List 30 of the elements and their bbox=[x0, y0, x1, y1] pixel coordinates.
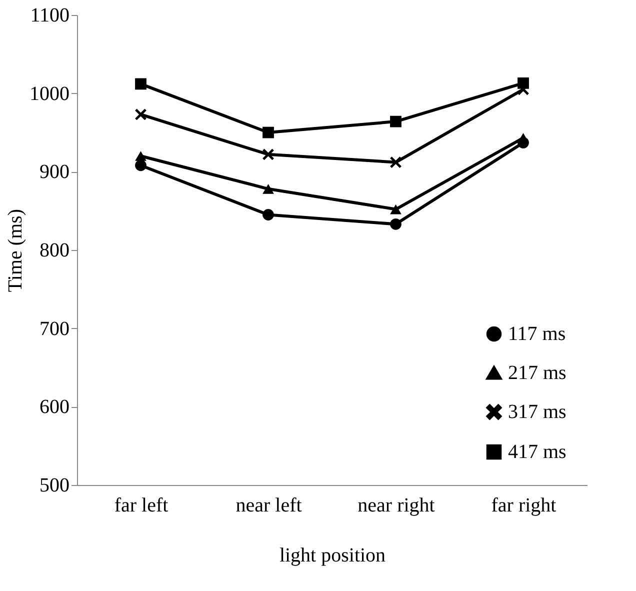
point bbox=[135, 151, 146, 161]
x-tick-label: near right bbox=[358, 494, 436, 516]
y-tick-label: 700 bbox=[40, 318, 70, 340]
point bbox=[390, 218, 402, 230]
point bbox=[262, 126, 274, 138]
y-tick-label: 800 bbox=[40, 240, 70, 262]
point bbox=[518, 77, 529, 89]
x-axis-title: light position bbox=[279, 544, 386, 566]
y-tick-label: 500 bbox=[40, 474, 70, 496]
y-tick-label: 600 bbox=[40, 396, 70, 418]
point bbox=[135, 78, 146, 90]
point bbox=[390, 204, 402, 214]
x-tick-label: far left bbox=[114, 494, 169, 516]
y-tick-label: 1000 bbox=[30, 82, 70, 105]
point bbox=[262, 148, 274, 160]
legend-label: 317 ms bbox=[508, 401, 567, 423]
x-tick-label: near left bbox=[236, 494, 302, 516]
y-axis-title: Time (ms) bbox=[4, 208, 26, 292]
point bbox=[262, 184, 274, 194]
point bbox=[262, 209, 274, 220]
y-tick-label: 900 bbox=[40, 161, 70, 184]
point bbox=[390, 116, 402, 128]
legend-label: 217 ms bbox=[508, 362, 567, 384]
point bbox=[135, 108, 146, 120]
legend-label: 117 ms bbox=[508, 323, 566, 345]
x-tick-label: far right bbox=[491, 494, 557, 516]
point bbox=[390, 156, 402, 168]
y-tick-label: 1100 bbox=[30, 4, 70, 26]
legend-label: 417 ms bbox=[508, 441, 567, 463]
point bbox=[135, 160, 146, 172]
